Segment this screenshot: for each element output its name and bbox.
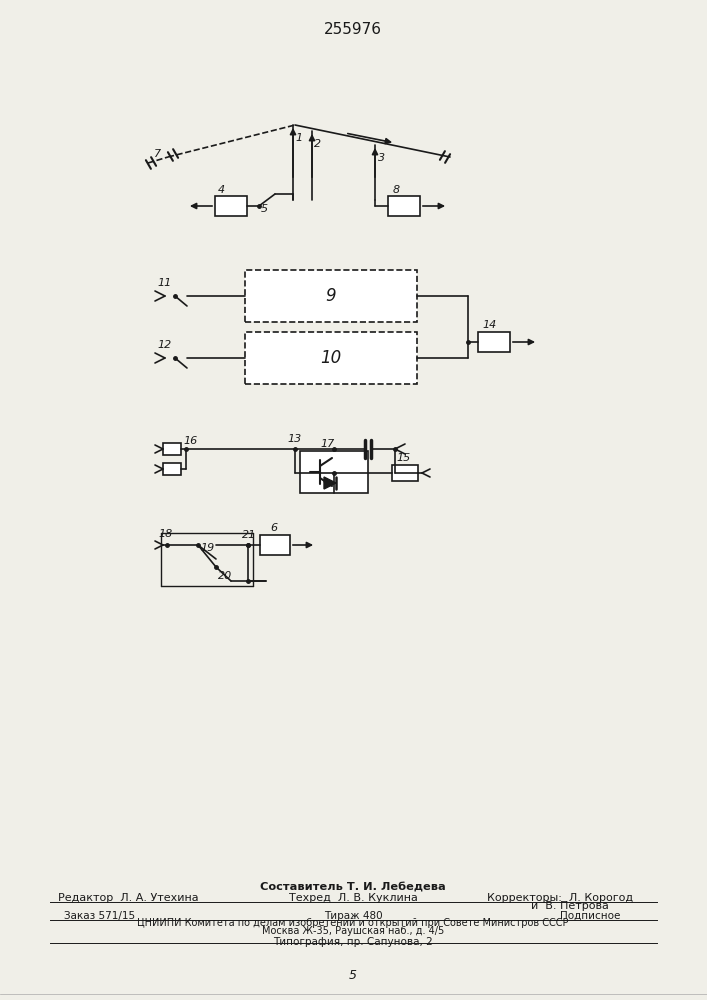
Text: Типография, пр. Сапунова, 2: Типография, пр. Сапунова, 2 xyxy=(273,937,433,947)
Text: Подписное: Подписное xyxy=(560,911,620,921)
Bar xyxy=(245,270,417,322)
Text: Редактор  Л. А. Утехина: Редактор Л. А. Утехина xyxy=(58,893,198,903)
Bar xyxy=(215,196,247,216)
Bar xyxy=(392,465,418,481)
Text: 17: 17 xyxy=(320,439,334,449)
Text: 8: 8 xyxy=(393,185,400,195)
Text: 18: 18 xyxy=(158,529,173,539)
Text: Составитель Т. И. Лебедева: Составитель Т. И. Лебедева xyxy=(260,882,446,892)
Text: Техред  Л. В. Куклина: Техред Л. В. Куклина xyxy=(288,893,417,903)
Text: 3: 3 xyxy=(378,153,385,163)
Text: ЦНИИПИ Комитета по делам изобретений и открытий при Совете Министров СССР: ЦНИИПИ Комитета по делам изобретений и о… xyxy=(137,918,568,928)
Bar xyxy=(163,463,181,475)
Text: 1: 1 xyxy=(295,133,302,143)
Text: 5: 5 xyxy=(349,969,357,982)
Text: 14: 14 xyxy=(482,320,496,330)
Bar xyxy=(245,332,417,384)
Text: Тираж 480: Тираж 480 xyxy=(324,911,382,921)
Text: 11: 11 xyxy=(157,278,171,288)
Text: и  В. Петрова: и В. Петрова xyxy=(531,901,609,911)
Bar xyxy=(478,332,510,352)
Text: 12: 12 xyxy=(157,340,171,350)
Text: 13: 13 xyxy=(287,434,301,444)
Bar xyxy=(388,196,420,216)
Text: 4: 4 xyxy=(218,185,225,195)
Bar xyxy=(163,443,181,455)
Polygon shape xyxy=(324,477,336,489)
Text: 10: 10 xyxy=(320,349,341,367)
Text: Корректоры:  Л. Корогод: Корректоры: Л. Корогод xyxy=(487,893,633,903)
Text: Москва Ж-35, Раушская наб., д. 4/5: Москва Ж-35, Раушская наб., д. 4/5 xyxy=(262,926,444,936)
Text: 5: 5 xyxy=(261,204,268,214)
Text: 255976: 255976 xyxy=(324,22,382,37)
Text: 6: 6 xyxy=(270,523,277,533)
Text: 20: 20 xyxy=(218,571,233,581)
Text: 21: 21 xyxy=(242,530,256,540)
Text: 9: 9 xyxy=(326,287,337,305)
Bar xyxy=(260,535,290,555)
Text: Заказ 571/15: Заказ 571/15 xyxy=(64,911,136,921)
Text: 19: 19 xyxy=(200,543,214,553)
Text: 2: 2 xyxy=(314,139,321,149)
Text: 15: 15 xyxy=(396,453,410,463)
Text: 7: 7 xyxy=(154,149,161,159)
Bar xyxy=(300,451,368,493)
Text: 16: 16 xyxy=(183,436,197,446)
